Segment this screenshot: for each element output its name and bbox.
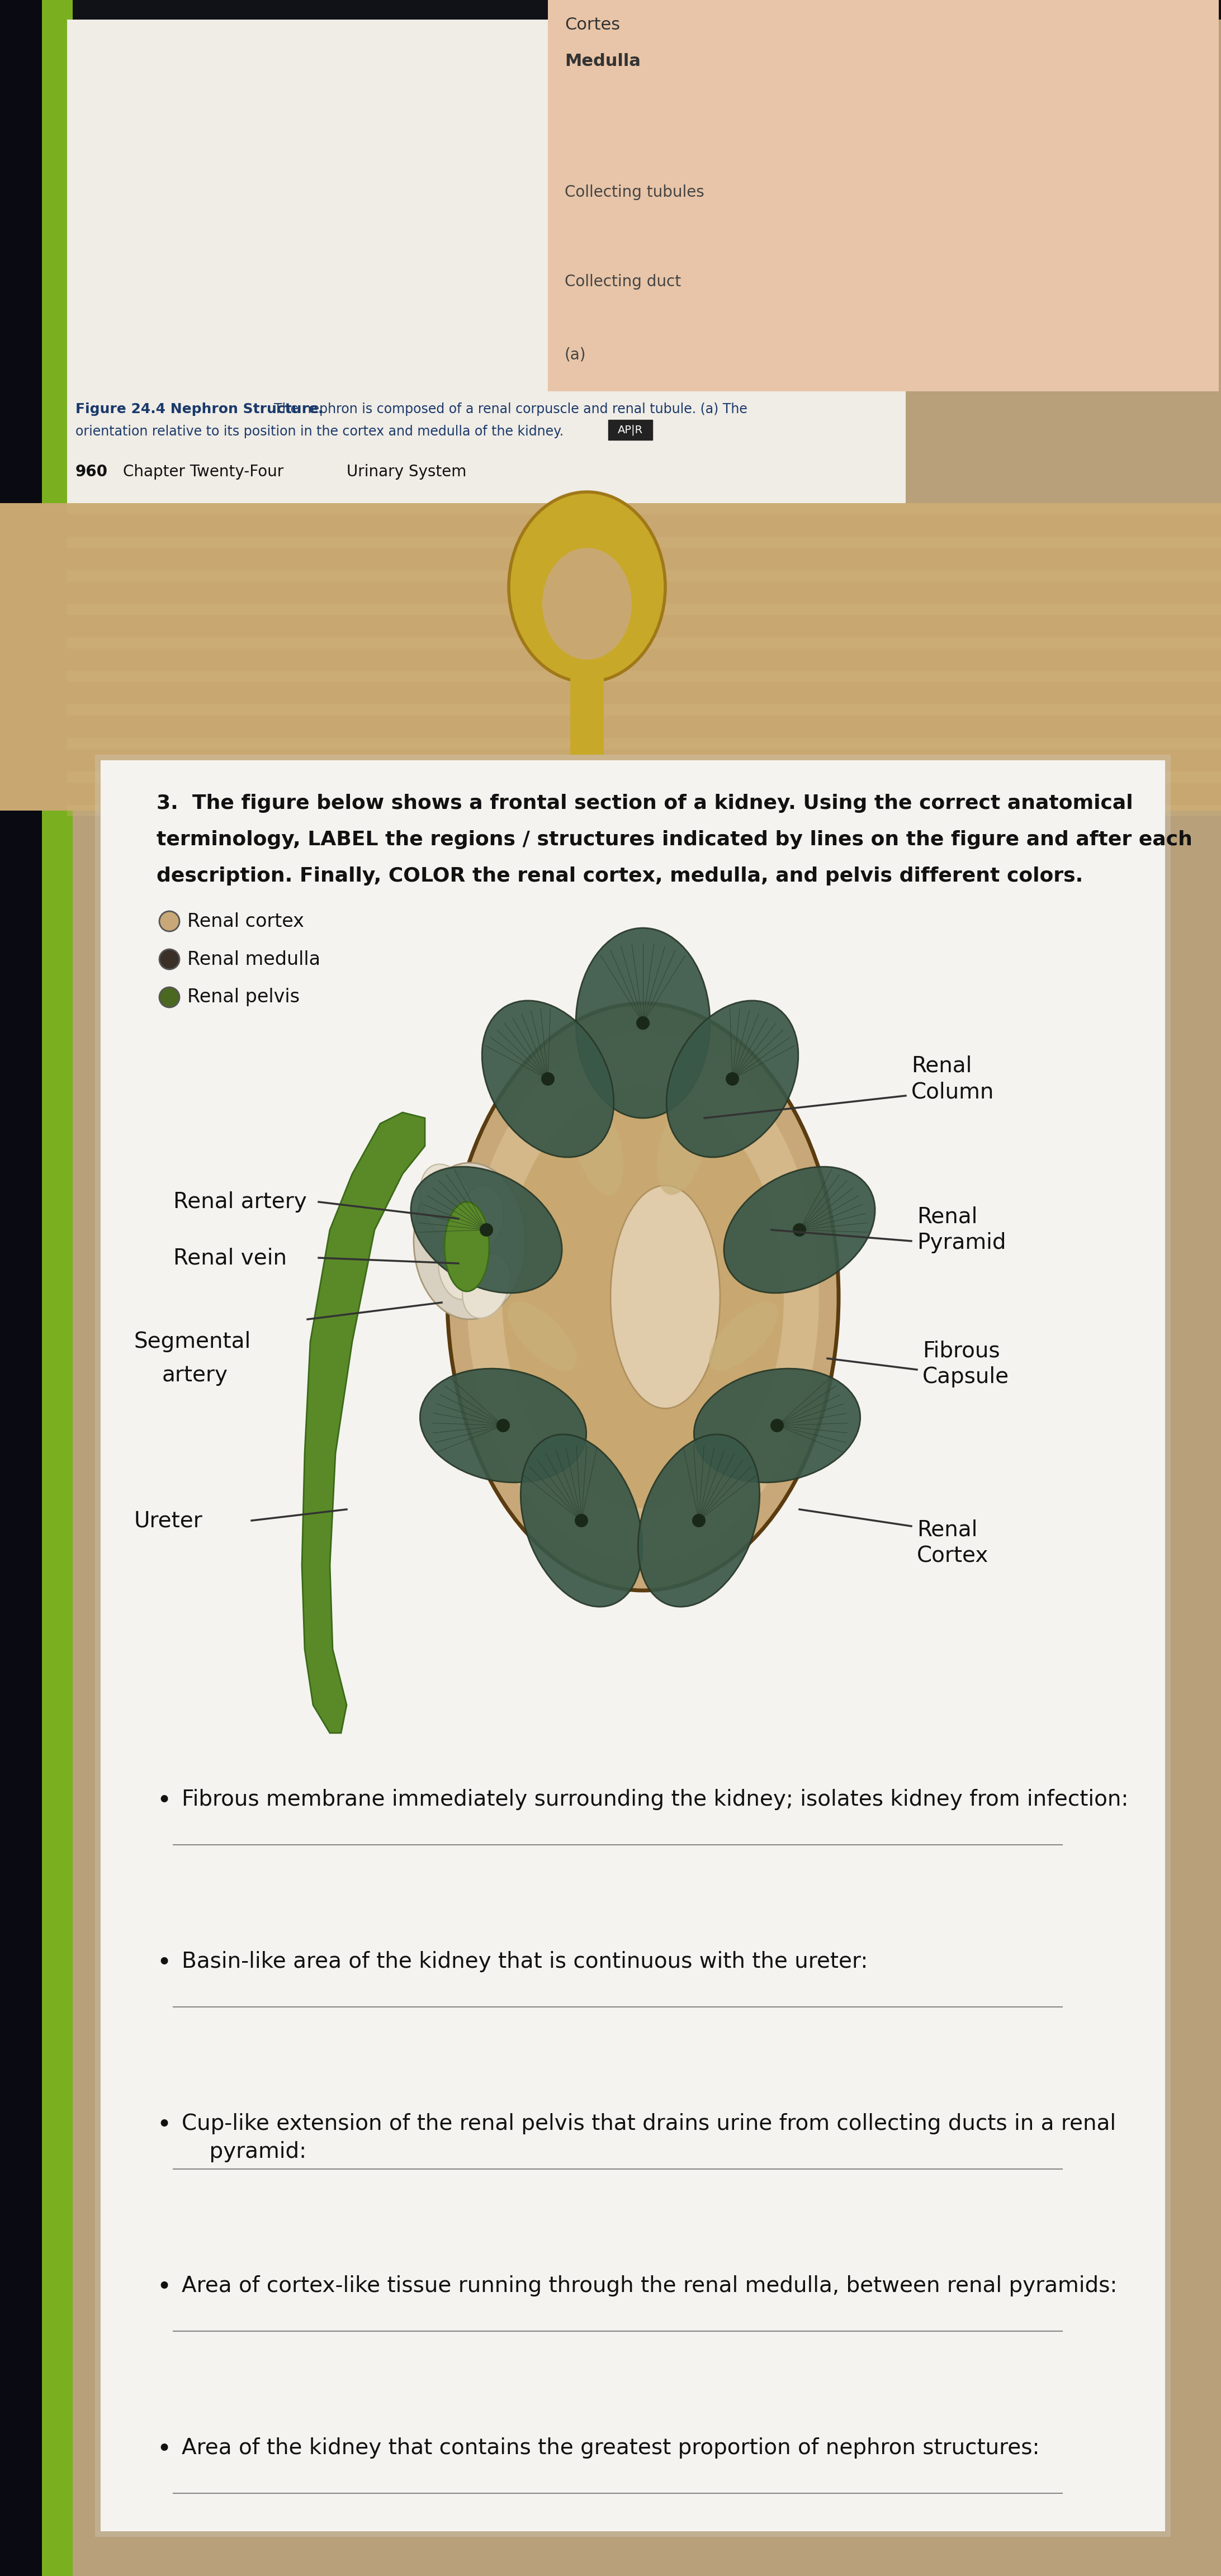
Circle shape bbox=[159, 912, 179, 933]
Text: The nephron is composed of a renal corpuscle and renal tubule. (a) The: The nephron is composed of a renal corpu… bbox=[274, 402, 747, 415]
Text: Chapter Twenty-Four: Chapter Twenty-Four bbox=[123, 464, 283, 479]
Ellipse shape bbox=[458, 1185, 503, 1252]
Ellipse shape bbox=[410, 1167, 562, 1293]
Text: Renal vein: Renal vein bbox=[173, 1247, 287, 1267]
Circle shape bbox=[497, 1419, 510, 1432]
Text: Renal
Cortex: Renal Cortex bbox=[917, 1520, 989, 1566]
FancyBboxPatch shape bbox=[67, 737, 1221, 750]
Text: Figure 24.4 Nephron Structure.: Figure 24.4 Nephron Structure. bbox=[76, 402, 324, 415]
FancyBboxPatch shape bbox=[0, 0, 67, 2576]
FancyBboxPatch shape bbox=[67, 603, 1221, 616]
Text: Fibrous
Capsule: Fibrous Capsule bbox=[922, 1340, 1010, 1388]
Text: Cortes: Cortes bbox=[564, 18, 620, 33]
Circle shape bbox=[159, 948, 179, 969]
FancyBboxPatch shape bbox=[100, 760, 1165, 2532]
Circle shape bbox=[692, 1515, 706, 1528]
Text: Medulla: Medulla bbox=[564, 54, 641, 70]
Ellipse shape bbox=[508, 1301, 576, 1370]
FancyBboxPatch shape bbox=[67, 21, 906, 523]
FancyBboxPatch shape bbox=[548, 0, 1219, 392]
Text: Ureter: Ureter bbox=[134, 1510, 203, 1530]
Ellipse shape bbox=[438, 1239, 479, 1298]
Text: Fibrous membrane immediately surrounding the kidney; isolates kidney from infect: Fibrous membrane immediately surrounding… bbox=[182, 1788, 1128, 1811]
Ellipse shape bbox=[639, 1435, 759, 1607]
Text: •: • bbox=[156, 2275, 171, 2300]
Ellipse shape bbox=[657, 1097, 707, 1195]
Ellipse shape bbox=[420, 1368, 586, 1481]
FancyBboxPatch shape bbox=[67, 670, 1221, 683]
Ellipse shape bbox=[542, 549, 631, 659]
Text: AP|R: AP|R bbox=[618, 425, 642, 435]
Text: Renal
Column: Renal Column bbox=[911, 1056, 994, 1103]
Ellipse shape bbox=[520, 1435, 642, 1607]
Circle shape bbox=[770, 1419, 784, 1432]
FancyBboxPatch shape bbox=[608, 420, 652, 440]
Ellipse shape bbox=[463, 1255, 510, 1319]
Text: Area of the kidney that contains the greatest proportion of nephron structures:: Area of the kidney that contains the gre… bbox=[182, 2437, 1039, 2458]
Text: •: • bbox=[156, 1788, 171, 1814]
Text: Basin-like area of the kidney that is continuous with the ureter:: Basin-like area of the kidney that is co… bbox=[182, 1950, 868, 1973]
Circle shape bbox=[480, 1224, 493, 1236]
Ellipse shape bbox=[444, 1203, 490, 1291]
Text: Renal pelvis: Renal pelvis bbox=[187, 989, 299, 1007]
Text: Renal artery: Renal artery bbox=[173, 1190, 306, 1213]
Ellipse shape bbox=[414, 1162, 525, 1319]
FancyBboxPatch shape bbox=[0, 0, 1221, 21]
Ellipse shape bbox=[447, 1005, 839, 1589]
Ellipse shape bbox=[420, 1164, 475, 1239]
FancyBboxPatch shape bbox=[95, 755, 1171, 2537]
Ellipse shape bbox=[667, 999, 799, 1157]
Text: Collecting tubules: Collecting tubules bbox=[564, 185, 705, 201]
Text: orientation relative to its position in the cortex and medulla of the kidney.: orientation relative to its position in … bbox=[76, 425, 564, 438]
Text: 3.  The figure below shows a frontal section of a kidney. Using the correct anat: 3. The figure below shows a frontal sect… bbox=[156, 793, 1133, 814]
Ellipse shape bbox=[694, 1368, 861, 1481]
FancyBboxPatch shape bbox=[570, 654, 604, 755]
Text: Area of cortex-like tissue running through the renal medulla, between renal pyra: Area of cortex-like tissue running throu… bbox=[182, 2275, 1117, 2295]
FancyBboxPatch shape bbox=[67, 703, 1221, 716]
Ellipse shape bbox=[610, 1185, 720, 1409]
Ellipse shape bbox=[724, 1167, 875, 1293]
FancyBboxPatch shape bbox=[67, 502, 1221, 515]
Circle shape bbox=[725, 1072, 739, 1084]
FancyBboxPatch shape bbox=[67, 636, 1221, 649]
Text: artery: artery bbox=[162, 1365, 228, 1386]
Ellipse shape bbox=[509, 492, 665, 683]
Circle shape bbox=[636, 1018, 650, 1030]
FancyBboxPatch shape bbox=[67, 536, 1221, 549]
Text: Urinary System: Urinary System bbox=[347, 464, 466, 479]
Circle shape bbox=[159, 987, 179, 1007]
FancyBboxPatch shape bbox=[42, 0, 73, 2576]
Ellipse shape bbox=[482, 999, 614, 1157]
Circle shape bbox=[792, 1224, 806, 1236]
Text: Segmental: Segmental bbox=[134, 1332, 252, 1352]
Text: Collecting duct: Collecting duct bbox=[564, 273, 681, 289]
Ellipse shape bbox=[709, 1301, 778, 1370]
Text: Cup-like extension of the renal pelvis that drains urine from collecting ducts i: Cup-like extension of the renal pelvis t… bbox=[182, 2112, 1116, 2161]
Text: Renal medulla: Renal medulla bbox=[187, 951, 320, 969]
FancyBboxPatch shape bbox=[0, 502, 1221, 811]
Text: Renal cortex: Renal cortex bbox=[187, 912, 304, 930]
Text: terminology, LABEL the regions / structures indicated by lines on the figure and: terminology, LABEL the regions / structu… bbox=[156, 829, 1193, 850]
Text: •: • bbox=[156, 2112, 171, 2138]
Text: (a): (a) bbox=[564, 348, 586, 363]
Ellipse shape bbox=[502, 1084, 784, 1510]
Ellipse shape bbox=[573, 1097, 624, 1195]
Ellipse shape bbox=[466, 1033, 819, 1561]
Polygon shape bbox=[302, 1113, 425, 1734]
Text: 960: 960 bbox=[76, 464, 107, 479]
Circle shape bbox=[575, 1515, 589, 1528]
FancyBboxPatch shape bbox=[67, 569, 1221, 582]
Text: •: • bbox=[156, 2437, 171, 2463]
FancyBboxPatch shape bbox=[67, 770, 1221, 783]
Circle shape bbox=[541, 1072, 554, 1084]
Text: description. Finally, COLOR the renal cortex, medulla, and pelvis different colo: description. Finally, COLOR the renal co… bbox=[156, 866, 1083, 886]
Text: Renal
Pyramid: Renal Pyramid bbox=[917, 1206, 1006, 1255]
Ellipse shape bbox=[576, 927, 711, 1118]
Text: •: • bbox=[156, 1950, 171, 1976]
FancyBboxPatch shape bbox=[67, 804, 1221, 817]
